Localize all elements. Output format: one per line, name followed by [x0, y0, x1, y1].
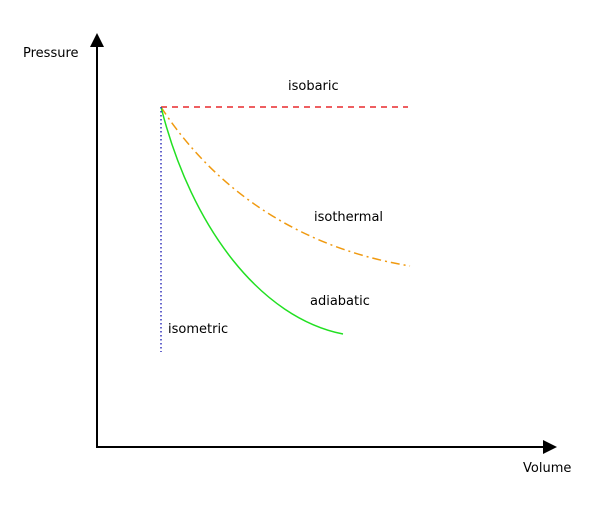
adiabatic-label: adiabatic — [310, 294, 370, 309]
axes — [90, 33, 557, 454]
x-axis-arrowhead — [543, 440, 557, 454]
isometric-label: isometric — [168, 322, 228, 337]
x-axis-label: Volume — [523, 461, 571, 476]
isothermal-label: isothermal — [314, 210, 383, 225]
y-axis-arrowhead — [90, 33, 104, 47]
process-curves — [160, 106, 411, 352]
isothermal-curve — [160, 106, 411, 267]
y-axis-label: Pressure — [23, 46, 79, 61]
isobaric-label: isobaric — [288, 79, 339, 94]
labels: Pressure Volume isobaric isothermal adia… — [23, 46, 571, 476]
adiabatic-curve — [160, 106, 344, 335]
